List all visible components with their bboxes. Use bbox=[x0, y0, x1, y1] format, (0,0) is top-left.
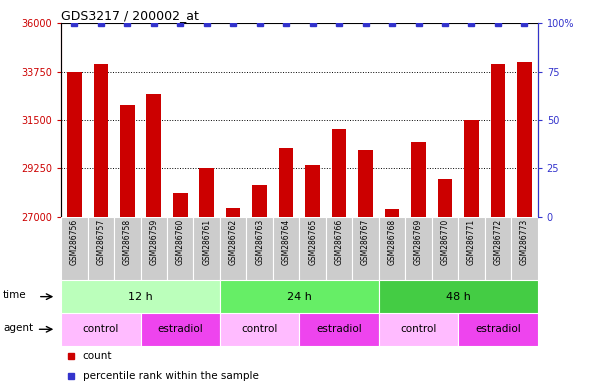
Bar bbox=[517, 62, 532, 384]
Bar bbox=[226, 209, 241, 384]
Bar bbox=[279, 148, 293, 384]
Bar bbox=[61, 217, 87, 280]
Bar bbox=[252, 185, 267, 384]
Text: estradiol: estradiol bbox=[158, 324, 203, 334]
Text: estradiol: estradiol bbox=[316, 324, 362, 334]
Text: estradiol: estradiol bbox=[475, 324, 521, 334]
Text: 48 h: 48 h bbox=[446, 291, 470, 302]
Text: GSM286770: GSM286770 bbox=[441, 219, 450, 265]
Bar bbox=[458, 217, 485, 280]
Text: GSM286772: GSM286772 bbox=[494, 219, 502, 265]
Bar bbox=[167, 217, 194, 280]
Bar bbox=[379, 280, 538, 313]
Bar bbox=[246, 217, 273, 280]
Text: agent: agent bbox=[3, 323, 33, 333]
Bar bbox=[491, 64, 505, 384]
Bar bbox=[141, 217, 167, 280]
Bar bbox=[299, 313, 379, 346]
Bar bbox=[120, 105, 134, 384]
Bar bbox=[220, 280, 379, 313]
Text: count: count bbox=[82, 351, 112, 361]
Text: GSM286757: GSM286757 bbox=[97, 219, 105, 265]
Bar bbox=[432, 217, 458, 280]
Bar bbox=[458, 313, 538, 346]
Text: GSM286769: GSM286769 bbox=[414, 219, 423, 265]
Text: GSM286765: GSM286765 bbox=[308, 219, 317, 265]
Bar bbox=[353, 217, 379, 280]
Text: 24 h: 24 h bbox=[287, 291, 312, 302]
Text: percentile rank within the sample: percentile rank within the sample bbox=[82, 371, 258, 381]
Bar bbox=[67, 71, 82, 384]
Text: GSM286761: GSM286761 bbox=[202, 219, 211, 265]
Bar bbox=[220, 313, 299, 346]
Bar bbox=[199, 169, 214, 384]
Bar bbox=[379, 217, 405, 280]
Text: GSM286759: GSM286759 bbox=[149, 219, 158, 265]
Bar bbox=[147, 94, 161, 384]
Text: GDS3217 / 200002_at: GDS3217 / 200002_at bbox=[61, 9, 199, 22]
Bar bbox=[141, 313, 220, 346]
Bar bbox=[411, 142, 426, 384]
Text: GSM286768: GSM286768 bbox=[387, 219, 397, 265]
Bar bbox=[405, 217, 432, 280]
Text: control: control bbox=[241, 324, 278, 334]
Bar bbox=[194, 217, 220, 280]
Bar bbox=[358, 150, 373, 384]
Bar bbox=[464, 120, 479, 384]
Bar bbox=[114, 217, 141, 280]
Text: time: time bbox=[3, 290, 27, 300]
Text: control: control bbox=[400, 324, 437, 334]
Bar bbox=[173, 193, 188, 384]
Bar bbox=[299, 217, 326, 280]
Text: GSM286763: GSM286763 bbox=[255, 219, 264, 265]
Text: 12 h: 12 h bbox=[128, 291, 153, 302]
Text: GSM286773: GSM286773 bbox=[520, 219, 529, 265]
Bar bbox=[87, 217, 114, 280]
Text: GSM286766: GSM286766 bbox=[335, 219, 343, 265]
Bar bbox=[220, 217, 246, 280]
Bar bbox=[61, 280, 220, 313]
Bar bbox=[61, 313, 141, 346]
Bar bbox=[511, 217, 538, 280]
Text: control: control bbox=[82, 324, 119, 334]
Text: GSM286760: GSM286760 bbox=[176, 219, 185, 265]
Text: GSM286771: GSM286771 bbox=[467, 219, 476, 265]
Bar bbox=[385, 209, 400, 384]
Bar bbox=[485, 217, 511, 280]
Text: GSM286767: GSM286767 bbox=[361, 219, 370, 265]
Bar bbox=[273, 217, 299, 280]
Text: GSM286756: GSM286756 bbox=[70, 219, 79, 265]
Bar bbox=[437, 179, 452, 384]
Bar bbox=[93, 64, 108, 384]
Text: GSM286764: GSM286764 bbox=[282, 219, 291, 265]
Bar bbox=[326, 217, 353, 280]
Text: GSM286758: GSM286758 bbox=[123, 219, 132, 265]
Text: GSM286762: GSM286762 bbox=[229, 219, 238, 265]
Bar bbox=[379, 313, 458, 346]
Bar bbox=[306, 165, 320, 384]
Bar bbox=[332, 129, 346, 384]
